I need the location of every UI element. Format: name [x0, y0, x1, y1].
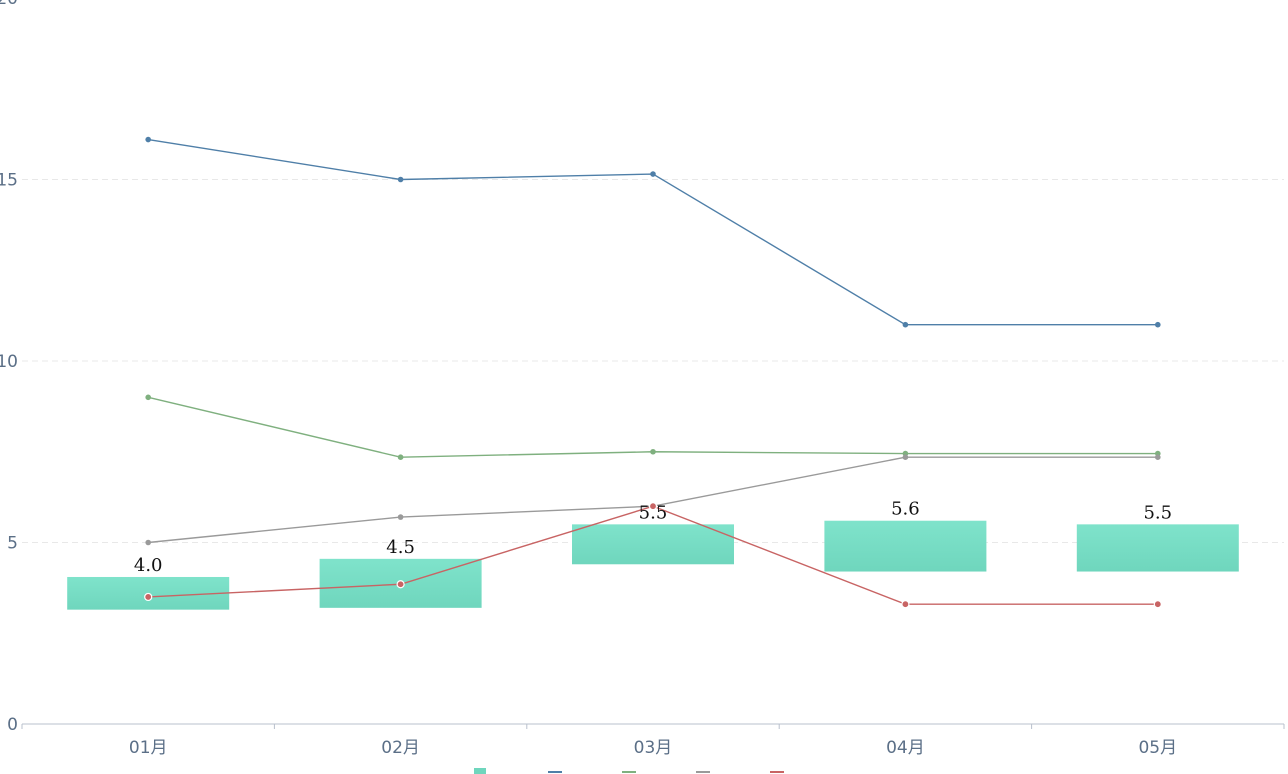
series-point[interactable]	[1155, 321, 1161, 328]
bar-data-label: 5.6	[891, 499, 920, 520]
legend[interactable]	[474, 768, 784, 774]
series-point[interactable]	[648, 502, 658, 511]
axes: 0 5 10 15 20 01月 02月 03月 04月 05月	[0, 0, 1285, 758]
series-points	[144, 136, 1162, 609]
grid-lines	[22, 179, 1284, 543]
series-point[interactable]	[396, 580, 405, 589]
series-point[interactable]	[397, 176, 404, 183]
series-point[interactable]	[397, 454, 404, 460]
series-point[interactable]	[1153, 600, 1162, 609]
y-tick-label: 10	[0, 352, 18, 372]
x-tick-label: 03月	[634, 738, 673, 758]
series-point[interactable]	[144, 592, 153, 602]
range-bar[interactable]	[1076, 524, 1239, 572]
range-bar[interactable]	[824, 520, 987, 572]
series-point[interactable]	[145, 136, 151, 143]
series-point[interactable]	[902, 321, 909, 328]
bar-data-label: 4.0	[134, 555, 163, 576]
y-tick-label: 5	[7, 534, 18, 554]
series-line	[148, 138, 1158, 326]
series-point[interactable]	[901, 600, 910, 609]
x-tick-label: 05月	[1138, 738, 1177, 758]
series-point[interactable]	[1155, 454, 1161, 460]
series-point[interactable]	[902, 454, 909, 460]
bar-data-label: 4.5	[386, 537, 415, 558]
legend-swatch[interactable]	[474, 768, 486, 774]
range-bars	[67, 520, 1239, 610]
y-tick-label: 20	[0, 0, 18, 9]
series-point[interactable]	[650, 448, 656, 455]
x-tick-label: 01月	[129, 738, 168, 758]
bar-data-label: 5.5	[639, 502, 668, 523]
series-point[interactable]	[145, 539, 151, 546]
series-point[interactable]	[397, 514, 404, 520]
bar-data-label: 5.5	[1143, 502, 1172, 523]
x-tick-label: 02月	[381, 738, 420, 758]
data-labels: 4.0 4.5 5.5 5.6 5.5	[134, 499, 1172, 576]
series-point[interactable]	[650, 171, 656, 177]
range-bar[interactable]	[572, 524, 734, 565]
y-tick-label: 15	[0, 171, 18, 191]
x-tick-label: 04月	[886, 738, 925, 758]
y-tick-label: 0	[7, 715, 18, 735]
series-point[interactable]	[145, 394, 151, 401]
series-line	[148, 396, 1158, 458]
